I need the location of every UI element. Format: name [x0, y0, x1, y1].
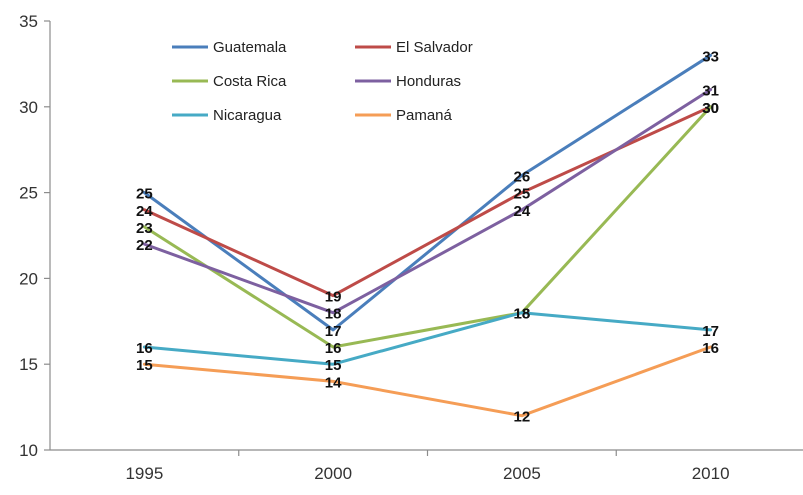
- y-tick-label: 30: [19, 98, 38, 117]
- data-label: 16: [702, 340, 719, 357]
- x-tick-label: 2005: [503, 464, 541, 483]
- legend-label: Guatemala: [213, 39, 287, 56]
- data-label: 18: [325, 306, 342, 323]
- legend-label: Honduras: [396, 73, 461, 90]
- y-tick-label: 15: [19, 355, 38, 374]
- legend-label: Pamaná: [396, 107, 453, 124]
- data-labels: 2517263324192530231618302218243116151817…: [136, 48, 719, 425]
- data-label: 14: [325, 374, 342, 391]
- data-label: 18: [514, 306, 531, 323]
- legend-label: Costa Rica: [213, 73, 287, 90]
- data-label: 15: [136, 357, 153, 374]
- data-label: 18: [514, 306, 531, 323]
- series-line-nicaragua: [142, 311, 713, 366]
- data-label: 30: [702, 100, 719, 117]
- data-label: 15: [325, 357, 342, 374]
- legend-label: El Salvador: [396, 39, 473, 56]
- series-line-costa-rica: [142, 105, 713, 349]
- series-line-guatemala: [142, 53, 713, 332]
- data-label: 25: [136, 186, 153, 203]
- data-label: 24: [514, 203, 531, 220]
- series-line-honduras: [142, 88, 713, 315]
- data-label: 19: [325, 289, 342, 306]
- data-label: 22: [136, 237, 153, 254]
- data-label: 17: [325, 323, 342, 340]
- y-tick-labels: 10 15 20 25 30 35: [19, 12, 38, 460]
- data-label: 31: [702, 83, 719, 100]
- legend-label: Nicaragua: [213, 107, 282, 124]
- series-lines: [142, 53, 713, 418]
- data-label: 16: [325, 340, 342, 357]
- x-tick-labels: 1995 2000 2005 2010: [125, 464, 729, 483]
- y-tick-label: 35: [19, 12, 38, 31]
- data-label: 25: [514, 186, 531, 203]
- axes: [44, 20, 803, 456]
- y-tick-label: 20: [19, 269, 38, 288]
- data-label: 26: [514, 168, 531, 185]
- data-label: 16: [136, 340, 153, 357]
- data-label: 33: [702, 48, 719, 65]
- data-label: 24: [136, 203, 153, 220]
- y-tick-label: 10: [19, 441, 38, 460]
- x-tick-label: 1995: [125, 464, 163, 483]
- data-label: 23: [136, 220, 153, 237]
- legend: Guatemala El Salvador Costa Rica Honduras Ni…: [172, 39, 473, 124]
- x-tick-label: 2010: [692, 464, 730, 483]
- series-line-paman-: [142, 345, 713, 418]
- y-tick-label: 25: [19, 184, 38, 203]
- x-tick-label: 2000: [314, 464, 352, 483]
- data-label: 12: [514, 409, 531, 426]
- data-label: 30: [702, 100, 719, 117]
- data-label: 17: [702, 323, 719, 340]
